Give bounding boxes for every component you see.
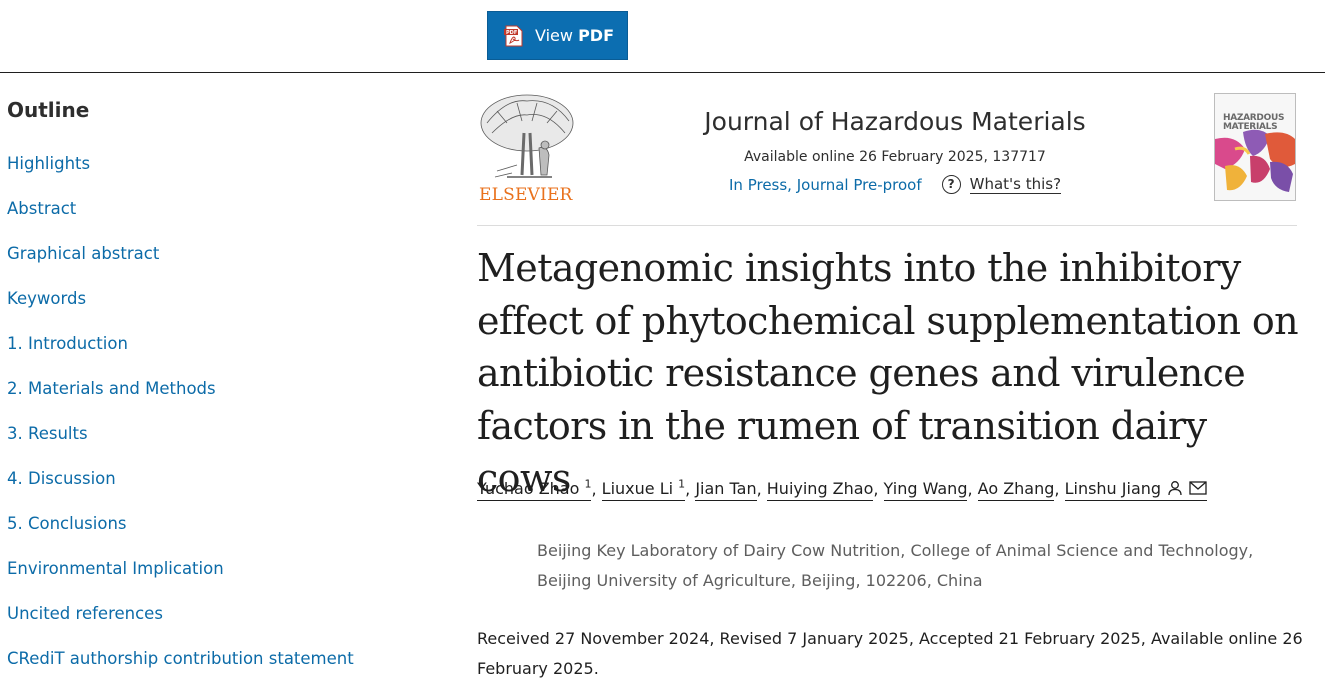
outline-item-discussion[interactable]: 4. Discussion (7, 469, 116, 488)
cover-title-line1: HAZARDOUS (1223, 113, 1285, 123)
author-name: Jian Tan (695, 479, 757, 499)
publisher-name: ELSEVIER (479, 185, 573, 205)
outline-item-introduction[interactable]: 1. Introduction (7, 334, 128, 353)
view-pdf-label: View (535, 26, 573, 45)
elsevier-tree-logo (480, 94, 574, 178)
cover-title-line2: MATERIALS (1223, 122, 1278, 132)
outline-item-results[interactable]: 3. Results (7, 424, 88, 443)
person-icon (1167, 480, 1183, 500)
author-name: Yuchao Zhao (477, 479, 580, 499)
author-name: Ying Wang (883, 479, 968, 499)
outline-title: Outline (7, 98, 90, 122)
in-press-link[interactable]: In Press, Journal Pre-proof (729, 175, 922, 194)
elsevier-logo[interactable]: ELSEVIER (477, 93, 577, 205)
journal-cover-image[interactable]: HAZARDOUS MATERIALS (1214, 93, 1296, 201)
top-toolbar: PDF View PDF (0, 0, 1325, 73)
article-title: Metagenomic insights into the inhibitory… (477, 246, 1299, 500)
outline-item-graphical-abstract[interactable]: Graphical abstract (7, 244, 160, 263)
author-name: Liuxue Li (601, 479, 674, 499)
corresponding-author-link[interactable]: Linshu Jiang (1064, 479, 1208, 502)
view-pdf-button[interactable]: PDF View PDF (487, 11, 628, 60)
author-affiliation-mark: 1 (678, 478, 686, 491)
author-affiliation-mark: 1 (584, 478, 592, 491)
outline-item-uncited-references[interactable]: Uncited references (7, 604, 163, 623)
author-list: Yuchao Zhao 1, Liuxue Li 1, Jian Tan, Hu… (477, 478, 1208, 502)
outline-item-environmental-implication[interactable]: Environmental Implication (7, 559, 224, 578)
author-name: Ao Zhang (977, 479, 1055, 499)
view-pdf-label-bold: PDF (578, 26, 614, 45)
author-link[interactable]: Liuxue Li 1 (601, 478, 686, 502)
author-name: Linshu Jiang (1064, 479, 1162, 499)
author-link[interactable]: Huiying Zhao (766, 479, 874, 502)
cover-art (1215, 94, 1295, 200)
availability-info: Available online 26 February 2025, 13771… (744, 149, 1046, 165)
affiliation: Beijing Key Laboratory of Dairy Cow Nutr… (537, 541, 1254, 590)
article-dates: Received 27 November 2024, Revised 7 Jan… (477, 629, 1303, 678)
outline-item-credit-statement[interactable]: CRediT authorship contribution statement (7, 649, 354, 668)
author-name: Huiying Zhao (766, 479, 874, 499)
author-link[interactable]: Ao Zhang (977, 479, 1055, 502)
pdf-icon: PDF (504, 25, 524, 47)
author-link[interactable]: Jian Tan (695, 479, 757, 502)
author-link[interactable]: Yuchao Zhao 1 (477, 478, 592, 502)
envelope-icon (1189, 480, 1207, 499)
outline-item-highlights[interactable]: Highlights (7, 154, 91, 173)
outline-item-keywords[interactable]: Keywords (7, 289, 87, 308)
outline-item-abstract[interactable]: Abstract (7, 199, 77, 218)
outline-list: Highlights Abstract Graphical abstract K… (7, 153, 354, 693)
author-link[interactable]: Ying Wang (883, 479, 968, 502)
outline-item-materials-methods[interactable]: 2. Materials and Methods (7, 379, 216, 398)
svg-text:PDF: PDF (506, 30, 517, 36)
article-status: In Press, Journal Pre-proof ? What's thi… (729, 175, 1062, 194)
help-circle-icon[interactable]: ? (941, 175, 961, 194)
outline-sidebar: Outline Highlights Abstract Graphical ab… (7, 96, 427, 668)
journal-header: ELSEVIER Journal of Hazardous Materials … (477, 93, 1297, 226)
whats-this-link[interactable]: What's this? (969, 175, 1062, 194)
journal-title-link[interactable]: Journal of Hazardous Materials (704, 107, 1086, 136)
outline-item-conclusions[interactable]: 5. Conclusions (7, 514, 127, 533)
